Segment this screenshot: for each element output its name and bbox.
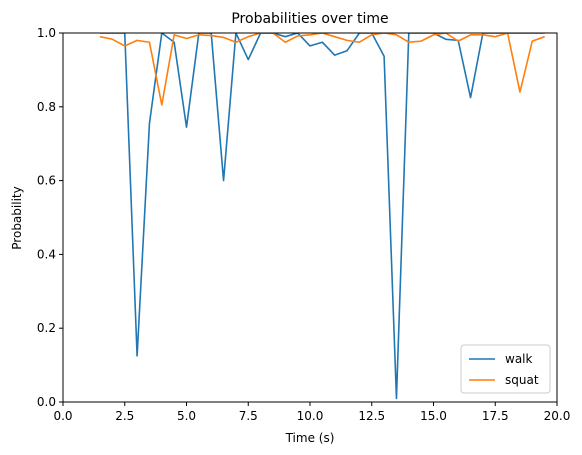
x-tick-label: 7.5: [239, 409, 258, 423]
x-tick-label: 17.5: [482, 409, 509, 423]
y-tick-label: 0.4: [37, 247, 56, 261]
x-tick-label: 10.0: [297, 409, 324, 423]
chart-title: Probabilities over time: [231, 11, 388, 27]
legend-label-walk: walk: [505, 352, 533, 366]
y-tick-label: 1.0: [37, 26, 56, 40]
x-tick-label: 20.0: [544, 409, 571, 423]
x-tick-label: 12.5: [358, 409, 385, 423]
y-tick-label: 0.8: [37, 100, 56, 114]
x-tick-label: 0.0: [53, 409, 72, 423]
y-tick-label: 0.6: [37, 174, 56, 188]
legend: walk squat: [461, 345, 550, 393]
y-axis-label: Probability: [10, 186, 24, 249]
legend-label-squat: squat: [505, 373, 539, 387]
x-tick-label: 15.0: [420, 409, 447, 423]
x-tick-label: 2.5: [115, 409, 134, 423]
y-tick-label: 0.0: [37, 395, 56, 409]
y-tick-label: 0.2: [37, 321, 56, 335]
x-axis-label: Time (s): [285, 431, 335, 445]
x-tick-label: 5.0: [177, 409, 196, 423]
